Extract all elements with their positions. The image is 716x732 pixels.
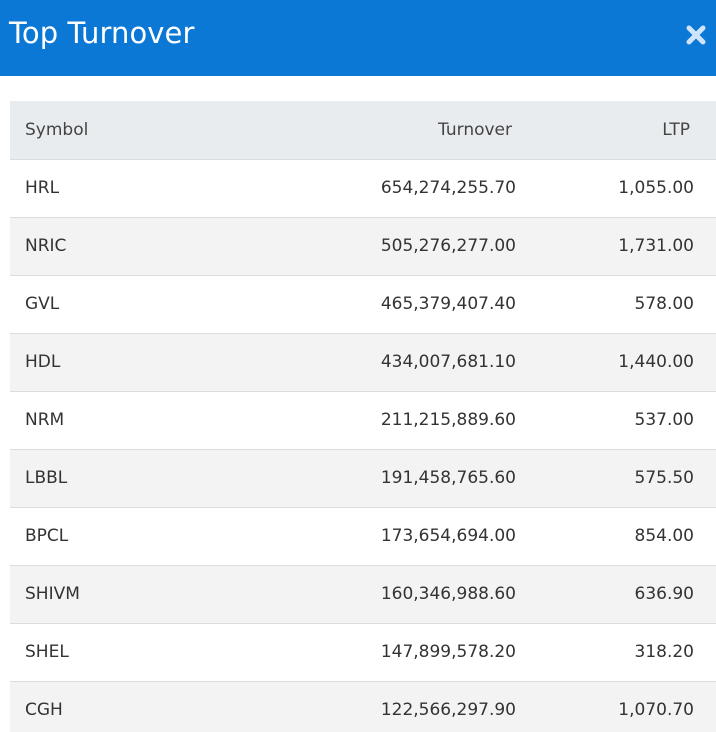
cell-ltp: 537.00	[634, 410, 694, 430]
column-header-symbol[interactable]: Symbol	[25, 119, 89, 140]
cell-turnover: 465,379,407.40	[380, 294, 516, 314]
table-row[interactable]: LBBL 191,458,765.60 575.50	[10, 449, 716, 507]
cell-turnover: 122,566,297.90	[380, 700, 516, 721]
cell-symbol: NRM	[25, 410, 65, 430]
cell-ltp: 318.20	[634, 642, 694, 662]
cell-symbol: CGH	[25, 700, 63, 721]
table-row[interactable]: SHEL 147,899,578.20 318.20	[10, 623, 716, 681]
cell-symbol: SHIVM	[25, 584, 80, 604]
table-row[interactable]: HDL 434,007,681.10 1,440.00	[10, 333, 716, 391]
cell-turnover: 160,346,988.60	[380, 584, 516, 604]
cell-turnover: 191,458,765.60	[380, 468, 516, 488]
turnover-table-container: Symbol Turnover LTP HRL 654,274,255.70 1…	[10, 101, 716, 732]
cell-symbol: BPCL	[25, 526, 69, 546]
cell-ltp: 636.90	[634, 584, 694, 604]
cell-symbol: NRIC	[25, 236, 67, 256]
cell-turnover: 654,274,255.70	[380, 178, 516, 198]
table-header-row: Symbol Turnover LTP	[10, 101, 716, 159]
cell-symbol: SHEL	[25, 642, 69, 662]
table-row[interactable]: NRIC 505,276,277.00 1,731.00	[10, 217, 716, 275]
cell-symbol: LBBL	[25, 468, 68, 488]
modal-title: Top Turnover	[9, 16, 195, 50]
cell-ltp: 575.50	[634, 468, 694, 488]
turnover-table: Symbol Turnover LTP HRL 654,274,255.70 1…	[10, 101, 716, 732]
close-icon	[686, 25, 706, 45]
cell-ltp: 1,055.00	[618, 178, 694, 198]
table-row[interactable]: NRM 211,215,889.60 537.00	[10, 391, 716, 449]
table-row[interactable]: CGH 122,566,297.90 1,070.70	[10, 681, 716, 732]
column-header-ltp[interactable]: LTP	[662, 119, 690, 140]
cell-ltp: 1,070.70	[618, 700, 694, 721]
column-header-turnover[interactable]: Turnover	[438, 119, 512, 140]
cell-turnover: 505,276,277.00	[380, 236, 516, 256]
cell-ltp: 854.00	[634, 526, 694, 546]
table-row[interactable]: BPCL 173,654,694.00 854.00	[10, 507, 716, 565]
cell-symbol: HDL	[25, 352, 61, 372]
modal-header: Top Turnover	[0, 0, 716, 76]
cell-turnover: 211,215,889.60	[380, 410, 516, 430]
cell-symbol: HRL	[25, 178, 60, 198]
cell-turnover: 434,007,681.10	[380, 352, 516, 372]
close-button[interactable]	[684, 23, 708, 47]
cell-symbol: GVL	[25, 294, 60, 314]
cell-ltp: 1,731.00	[618, 236, 694, 256]
cell-turnover: 173,654,694.00	[380, 526, 516, 546]
cell-ltp: 1,440.00	[618, 352, 694, 372]
cell-turnover: 147,899,578.20	[380, 642, 516, 662]
table-row[interactable]: HRL 654,274,255.70 1,055.00	[10, 159, 716, 217]
table-row[interactable]: SHIVM 160,346,988.60 636.90	[10, 565, 716, 623]
cell-ltp: 578.00	[634, 294, 694, 314]
table-row[interactable]: GVL 465,379,407.40 578.00	[10, 275, 716, 333]
